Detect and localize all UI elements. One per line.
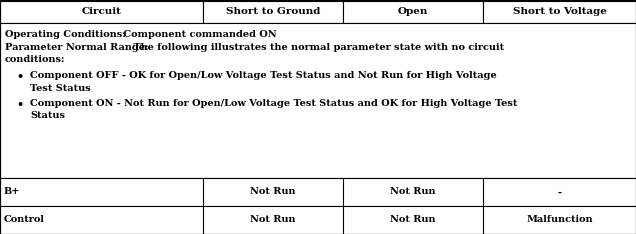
Text: Not Run: Not Run xyxy=(250,187,296,197)
Text: Component OFF - OK for Open/Low Voltage Test Status and Not Run for High Voltage: Component OFF - OK for Open/Low Voltage … xyxy=(30,71,497,80)
Text: The following illustrates the normal parameter state with no circuit: The following illustrates the normal par… xyxy=(130,43,504,51)
Bar xyxy=(483,1,636,23)
Text: Not Run: Not Run xyxy=(250,216,296,224)
Text: Status: Status xyxy=(30,111,65,120)
Bar xyxy=(203,1,343,23)
Text: Not Run: Not Run xyxy=(391,187,436,197)
Text: conditions:: conditions: xyxy=(5,55,66,64)
Text: Malfunction: Malfunction xyxy=(526,216,593,224)
Text: Test Status: Test Status xyxy=(30,84,91,93)
Text: -: - xyxy=(558,187,562,197)
Bar xyxy=(0,23,636,178)
Text: •: • xyxy=(16,99,23,110)
Bar xyxy=(343,1,483,23)
Text: B+: B+ xyxy=(4,187,20,197)
Text: Not Run: Not Run xyxy=(391,216,436,224)
Text: Component ON - Not Run for Open/Low Voltage Test Status and OK for High Voltage : Component ON - Not Run for Open/Low Volt… xyxy=(30,99,517,108)
Text: Short to Ground: Short to Ground xyxy=(226,7,320,17)
Text: Circuit: Circuit xyxy=(81,7,121,17)
Text: Operating Conditions:: Operating Conditions: xyxy=(5,30,126,39)
Bar xyxy=(0,178,636,206)
Text: Control: Control xyxy=(4,216,45,224)
Text: •: • xyxy=(16,71,23,82)
Text: Short to Voltage: Short to Voltage xyxy=(513,7,607,17)
Bar xyxy=(0,206,636,234)
Text: Component commanded ON: Component commanded ON xyxy=(120,30,277,39)
Text: Parameter Normal Range:: Parameter Normal Range: xyxy=(5,43,148,51)
Text: Open: Open xyxy=(398,7,428,17)
Bar xyxy=(0,1,203,23)
